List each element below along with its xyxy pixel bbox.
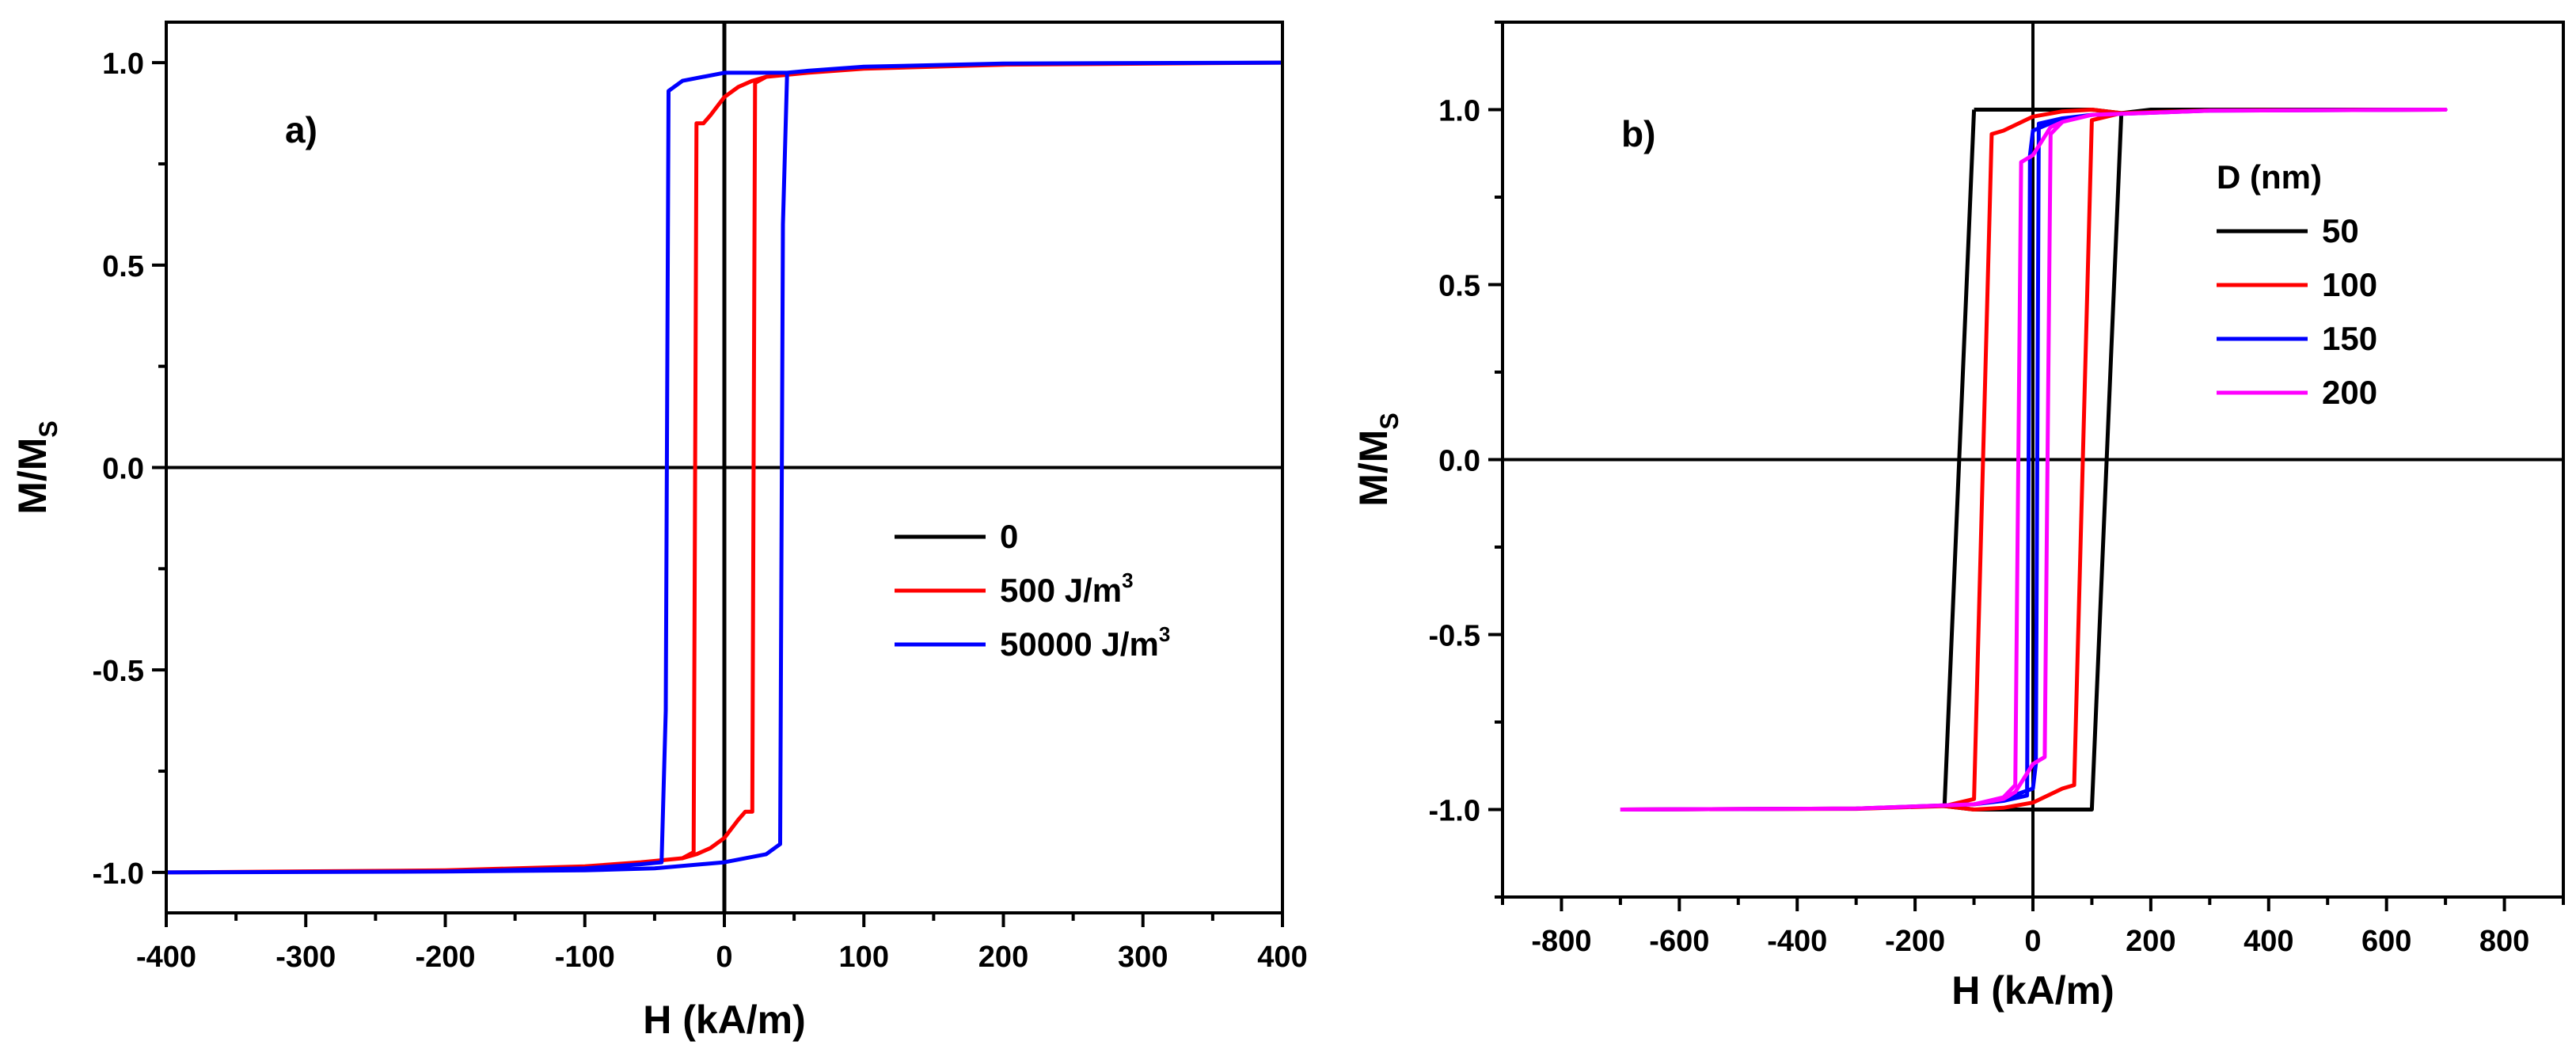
x-tick-label: 400 [2244,925,2293,958]
y-axis-title-subscript: S [1375,412,1404,429]
legend: 0 500 J/m3 50000 J/m3 [895,518,1170,663]
x-tick-label: 300 [1118,941,1168,974]
series-line-2 [166,60,1282,875]
x-tick-label: -100 [555,941,615,974]
x-tick-label: 200 [2126,925,2175,958]
y-tick-label: -1.0 [1429,795,1480,828]
legend-label: 100 [2322,266,2377,303]
legend-label: 500 J/m3 [1000,568,1134,609]
y-tick-label: -0.5 [93,655,144,688]
y-tick-label: 0.0 [102,453,144,486]
series-line-3 [166,60,1282,875]
y-axis-title: M/MS [10,420,63,515]
panel-label: a) [285,109,317,150]
legend-label: 50 [2322,212,2359,249]
y-axis-title-main: M/M [10,438,55,515]
x-tick-label: -800 [1531,925,1591,958]
legend-title: D (nm) [2217,158,2322,196]
chart-panel-b: -800 -600 -400 -200 0 200 400 600 800 -1.0 -0.5 0.0… [1351,21,2565,1013]
y-tick-label: 0.5 [1438,270,1480,303]
x-tick-label: -200 [415,941,475,974]
x-tick-label: 0 [716,941,732,974]
panel-label: b) [1621,113,1655,154]
x-tick-label: -300 [275,941,336,974]
y-axis-title-subscript: S [34,420,63,437]
y-tick-label: -0.5 [1429,620,1480,653]
legend-label: 0 [1000,518,1018,555]
y-axis-title: M/MS [1351,412,1404,507]
chart-panel-a: -400 -300 -200 -100 0 100 200 300 400 -1.0 -0.5 0.0… [10,21,1308,1042]
legend-label: 50000 J/m3 [1000,622,1170,663]
legend-label: 200 [2322,374,2377,411]
x-axis-title: H (kA/m) [1951,968,2114,1013]
x-tick-label: 800 [2479,925,2529,958]
x-tick-label: 0 [2024,925,2041,958]
legend: D (nm)50 100 150 200 [2217,158,2377,411]
x-axis-title: H (kA/m) [643,998,806,1042]
y-tick-label: 1.0 [102,48,144,81]
x-tick-label: -200 [1885,925,1945,958]
y-tick-label: 1.0 [1438,95,1480,128]
x-tick-label: -400 [1767,925,1827,958]
x-tick-label: 200 [978,941,1028,974]
x-tick-label: 100 [839,941,889,974]
series-line-4 [1620,108,2448,812]
legend-label: 150 [2322,320,2377,357]
x-tick-label: 400 [1257,941,1307,974]
y-tick-label: -1.0 [93,857,144,891]
y-tick-label: 0.5 [102,250,144,283]
x-tick-label: 600 [2361,925,2411,958]
x-tick-label: -400 [136,941,196,974]
x-tick-label: -600 [1649,925,1709,958]
y-tick-label: 0.0 [1438,445,1480,478]
y-axis-title-main: M/M [1351,430,1396,507]
